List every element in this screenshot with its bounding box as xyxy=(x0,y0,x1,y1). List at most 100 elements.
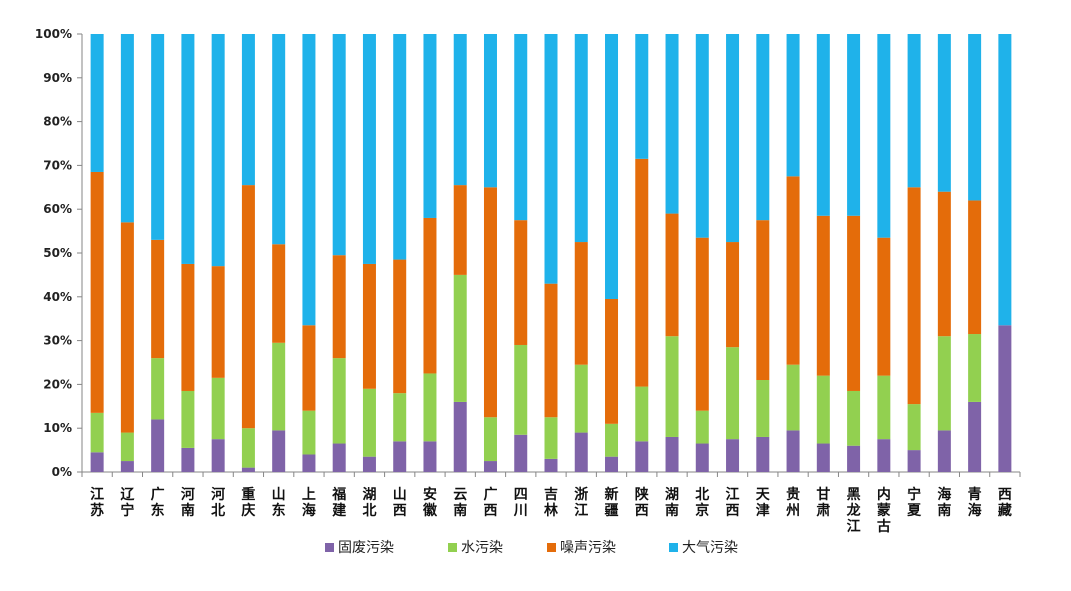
bar-segment xyxy=(877,237,891,376)
category-label: 山东 xyxy=(272,487,286,519)
category-label: 浙江 xyxy=(574,486,588,519)
bar-segment xyxy=(423,441,437,472)
legend-swatch xyxy=(448,543,457,552)
bar-segment xyxy=(937,336,951,431)
category-label: 四川 xyxy=(513,487,528,519)
bar-segment xyxy=(423,217,437,374)
legend-label: 固废污染 xyxy=(338,540,394,556)
bar-segment xyxy=(302,454,316,472)
bar-segment xyxy=(605,34,619,299)
bar-segment xyxy=(998,34,1012,326)
category-label: 上海 xyxy=(302,487,316,519)
bar-segment xyxy=(272,342,286,431)
bar-segment xyxy=(181,263,195,391)
legend-item: 水污染 xyxy=(448,540,503,556)
y-tick-label: 50% xyxy=(43,246,72,260)
bar-segment xyxy=(453,34,467,186)
category-label: 河北 xyxy=(211,486,225,519)
bar-segment xyxy=(151,419,165,472)
category-label: 黑龙江 xyxy=(846,487,861,535)
bar-segment xyxy=(362,388,376,457)
bar-segment xyxy=(816,215,830,376)
category-label: 湖北 xyxy=(362,487,376,519)
bar-segment xyxy=(90,34,104,172)
y-tick-label: 40% xyxy=(43,290,72,304)
bar-segment xyxy=(453,401,467,472)
bar-segment xyxy=(393,441,407,472)
bar-segment xyxy=(272,244,286,343)
bar-segment xyxy=(574,242,588,365)
bar-segment xyxy=(786,176,800,365)
bar-segment xyxy=(847,445,861,472)
bar-segment xyxy=(968,334,982,402)
bar-segment xyxy=(968,34,982,201)
bar-segment xyxy=(302,410,316,455)
bar-segment xyxy=(483,34,497,188)
bar-segment xyxy=(151,358,165,420)
bar-segment xyxy=(907,187,921,405)
bar-segment xyxy=(272,430,286,472)
bar-segment xyxy=(514,220,528,345)
bar-segment xyxy=(847,390,861,446)
bar-segment xyxy=(181,34,195,264)
bar-segment xyxy=(605,298,619,424)
bar-segment xyxy=(726,439,740,472)
bar-segment xyxy=(816,34,830,216)
bar-segment xyxy=(756,34,770,221)
bar-segment xyxy=(695,410,709,444)
category-label: 内蒙古 xyxy=(877,486,891,535)
bar-segment xyxy=(90,412,104,453)
category-label: 海南 xyxy=(937,486,951,519)
category-label: 北京 xyxy=(695,487,709,519)
category-label: 江苏 xyxy=(90,486,104,519)
bar-segment xyxy=(151,239,165,359)
category-labels: 江苏辽宁广东河南河北重庆山东上海福建湖北山西安徽云南广西四川吉林浙江新疆陕西湖南… xyxy=(90,486,1012,535)
legend-swatch xyxy=(547,543,556,552)
category-label: 西藏 xyxy=(998,487,1012,519)
legend-swatch xyxy=(325,543,334,552)
bar-segment xyxy=(907,404,921,451)
bar-segment xyxy=(211,266,225,378)
bar-segment xyxy=(241,428,255,468)
bar-segment xyxy=(120,461,134,472)
bar-segment xyxy=(937,430,951,472)
bar-segment xyxy=(211,377,225,440)
y-tick-label: 30% xyxy=(43,334,72,348)
category-label: 甘肃 xyxy=(816,486,830,519)
bar-segment xyxy=(544,283,558,418)
category-label: 宁夏 xyxy=(907,486,922,519)
bar-segment xyxy=(181,390,195,448)
bar-segment xyxy=(998,325,1012,472)
bar-segment xyxy=(544,34,558,284)
category-label: 湖南 xyxy=(665,487,679,519)
bar-segment xyxy=(695,443,709,472)
category-label: 广东 xyxy=(151,486,165,519)
bar-segment xyxy=(483,417,497,462)
bar-segment xyxy=(362,456,376,472)
y-tick-label: 70% xyxy=(43,158,72,172)
bar-segment xyxy=(786,430,800,472)
bar-segment xyxy=(272,34,286,245)
category-label: 贵州 xyxy=(785,486,800,519)
bar-segment xyxy=(937,191,951,337)
legend: 固废污染 水污染 噪声污染 大气污染 xyxy=(325,540,738,556)
bar-segment xyxy=(665,436,679,472)
bar-segment xyxy=(786,364,800,431)
bar-segment xyxy=(241,185,255,429)
bar-segment xyxy=(847,34,861,216)
bar-segment xyxy=(544,417,558,459)
category-label: 广西 xyxy=(483,486,497,519)
bar-segment xyxy=(816,443,830,472)
bar-segment xyxy=(332,443,346,472)
legend-label: 大气污染 xyxy=(682,540,738,556)
category-label: 安徽 xyxy=(422,486,438,519)
bar-segment xyxy=(544,458,558,472)
legend-item: 噪声污染 xyxy=(547,540,616,556)
category-label: 新疆 xyxy=(605,486,619,519)
bar-segment xyxy=(151,34,165,240)
bar-segment xyxy=(756,436,770,472)
bar-segment xyxy=(726,34,740,243)
bar-segment xyxy=(483,461,497,472)
